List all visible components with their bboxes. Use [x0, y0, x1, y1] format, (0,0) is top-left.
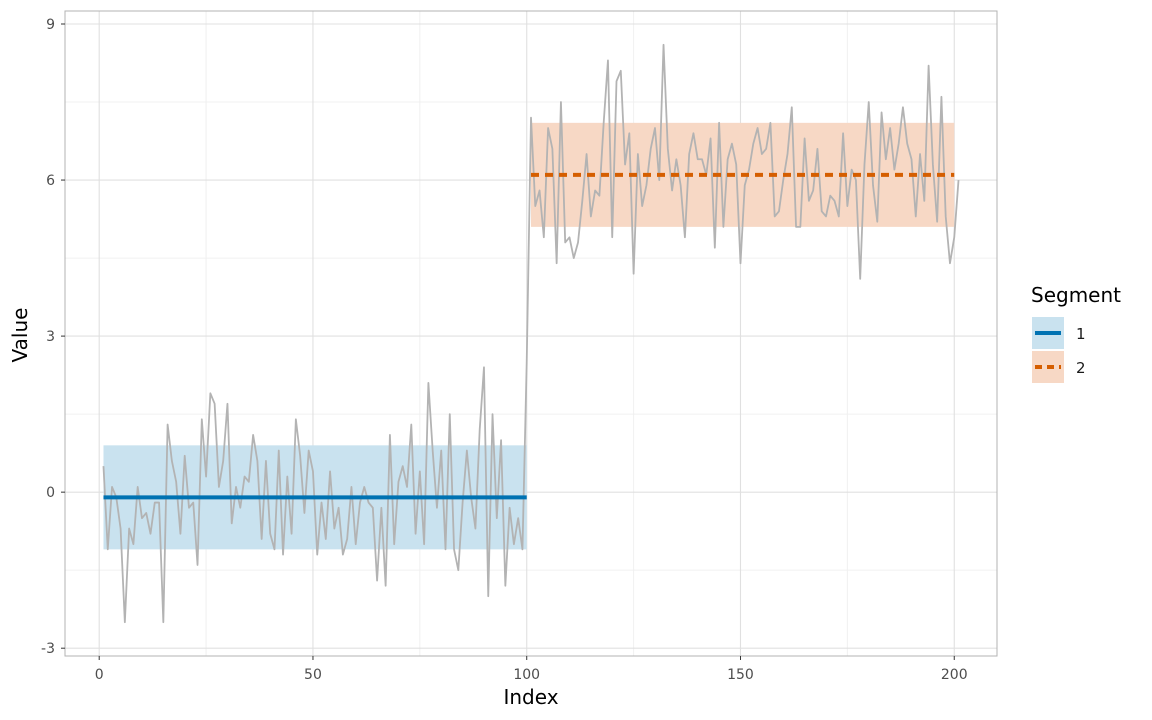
- legend-label-1: 1: [1076, 325, 1086, 343]
- legend-title: Segment: [1031, 283, 1121, 307]
- segment-mean-lines: [103, 172, 955, 500]
- y-tick-label: 0: [46, 485, 55, 501]
- x-tick-label: 150: [727, 667, 754, 683]
- y-axis-title: Value: [8, 308, 32, 363]
- raw-series-line: [102, 43, 960, 624]
- panel-border-rect: [64, 10, 998, 657]
- x-tick-label: 50: [304, 667, 322, 683]
- y-axis-ticks: -3 0 3 6 9: [41, 17, 65, 657]
- legend-label-2: 2: [1076, 359, 1086, 377]
- raw-series: [102, 43, 960, 624]
- plot-panel: [65, 11, 997, 656]
- minor-gridlines: [65, 11, 997, 656]
- x-tick-label: 100: [513, 667, 540, 683]
- x-axis-title: Index: [503, 685, 558, 709]
- x-axis-ticks: 0 50 100 150 200: [95, 656, 968, 683]
- y-tick-label: -3: [41, 641, 55, 657]
- legend: Segment 1 2: [1031, 283, 1121, 383]
- x-tick-label: 0: [95, 667, 104, 683]
- panel-background: [65, 11, 997, 656]
- panel-border: [64, 10, 998, 657]
- y-tick-label: 6: [46, 173, 55, 189]
- x-tick-label: 200: [941, 667, 968, 683]
- y-tick-label: 9: [46, 17, 55, 33]
- y-tick-label: 3: [46, 329, 55, 345]
